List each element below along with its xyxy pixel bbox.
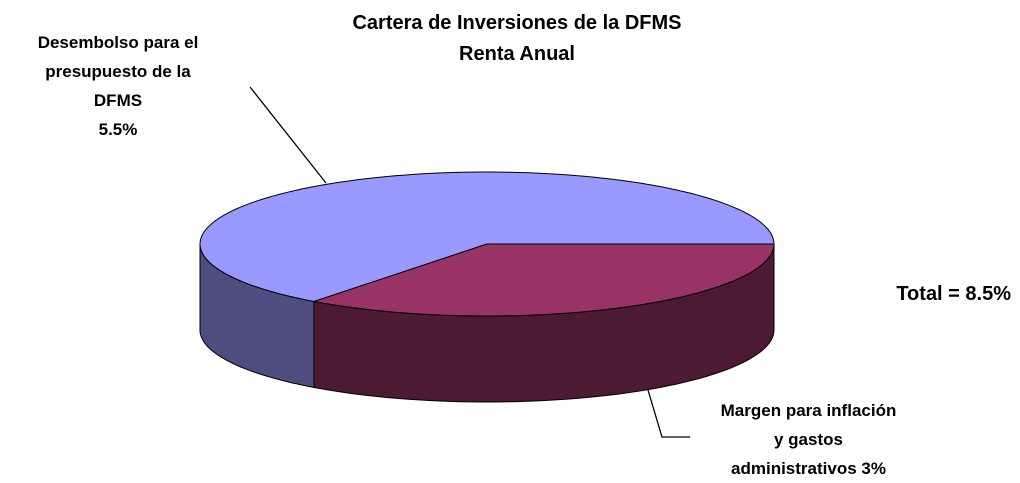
category-label: Margen para inflación y gastos administr… (720, 401, 897, 478)
slice (199, 171, 775, 303)
slice-label: Margen para inflación y gastos administr… (716, 396, 901, 483)
chart-subtitle: Renta Anual (459, 43, 575, 65)
category-label: Desembolso para el presupuesto de la DFM… (37, 33, 199, 110)
slice-label: Desembolso para el presupuesto de la DFM… (23, 28, 213, 144)
value-label: 5.5% (98, 120, 138, 139)
value-label: 3% (861, 459, 886, 478)
chart-title: Cartera de Inversiones de la DFMS (352, 12, 681, 34)
pie (199, 171, 775, 403)
annotation: Total = 8.5% (896, 283, 1011, 305)
slice (313, 243, 775, 317)
leader-line (647, 389, 690, 438)
leader-line (249, 86, 327, 184)
